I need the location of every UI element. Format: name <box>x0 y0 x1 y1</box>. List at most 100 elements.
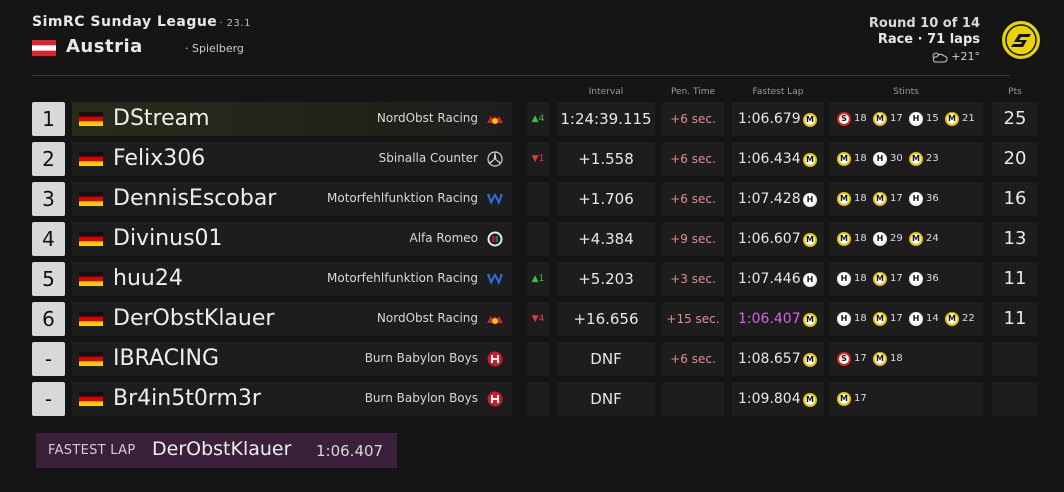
tyre-soft-icon: S <box>837 352 851 366</box>
stint-laps: 36 <box>926 193 939 204</box>
team-name: Alfa Romeo <box>409 231 479 245</box>
tyre-medium-icon: M <box>803 233 817 247</box>
team-name: Sbinalla Counter <box>378 151 478 165</box>
stint-laps: 29 <box>890 233 903 244</box>
tyre-medium-icon: M <box>803 153 817 167</box>
fastest-lap-cell: 1:06.434 M <box>732 142 824 176</box>
driver-name[interactable]: DStream <box>113 106 210 131</box>
penalty-cell: +15 sec. <box>662 302 724 336</box>
column-header-pts: Pts <box>1008 87 1022 97</box>
stint-laps: 17 <box>854 393 867 404</box>
penalty-cell: +3 sec. <box>662 262 724 296</box>
tyre-medium-icon: M <box>803 353 817 367</box>
stint-laps: 17 <box>890 273 903 284</box>
team-name: NordObst Racing <box>376 311 478 325</box>
position-box: 2 <box>32 142 65 176</box>
stint-laps: 18 <box>854 193 867 204</box>
stints-cell: M 17 <box>829 382 983 416</box>
position-box: 6 <box>32 302 65 336</box>
tyre-medium-icon: M <box>873 112 887 126</box>
position-box: 3 <box>32 182 65 216</box>
germany-flag-icon <box>79 112 103 126</box>
stints-cell: M 18 M 17 H 36 <box>829 182 983 216</box>
points-cell: 20 <box>992 142 1038 176</box>
williams-logo-icon <box>485 270 505 288</box>
team-name: Burn Babylon Boys <box>364 391 478 405</box>
tyre-soft-icon: S <box>837 112 851 126</box>
driver-name[interactable]: Felix306 <box>113 146 206 171</box>
table-row: 6 DerObstKlauer NordObst Racing ▼4 +16.656 +1… <box>32 302 1038 336</box>
fastest-lap-time: 1:07.428 <box>738 191 801 207</box>
driver-name[interactable]: Br4in5t0rm3r <box>113 386 261 411</box>
driver-name[interactable]: IBRACING <box>113 346 219 371</box>
track-name: · Spielberg <box>185 42 244 55</box>
interval-cell: DNF <box>557 382 655 416</box>
league-title: SimRC Sunday League · 23.1 <box>32 14 251 30</box>
fastest-lap-tyre: M <box>803 313 817 327</box>
driver-cell: huu24 Motorfehlfunktion Racing <box>72 262 512 296</box>
redbull-logo-icon <box>485 310 505 328</box>
tyre-hard-icon: H <box>873 232 887 246</box>
stint-laps: 17 <box>890 113 903 124</box>
points-cell: 25 <box>992 102 1038 136</box>
season-label: · 23.1 <box>219 18 251 29</box>
alfaromeo-logo-icon <box>485 230 505 248</box>
stint-laps: 24 <box>926 233 939 244</box>
fastest-lap-label: FASTEST LAP <box>48 443 136 458</box>
germany-flag-icon <box>79 192 103 206</box>
driver-name[interactable]: Divinus01 <box>113 226 223 251</box>
fastest-lap-banner: FASTEST LAP DerObstKlauer 1:06.407 <box>36 433 397 468</box>
league-logo-icon <box>1000 19 1042 61</box>
fastest-lap-tyre: H <box>803 273 817 287</box>
driver-cell: Divinus01 Alfa Romeo <box>72 222 512 256</box>
team-name: Burn Babylon Boys <box>364 351 478 365</box>
position-change <box>527 222 549 256</box>
tyre-medium-icon: M <box>803 393 817 407</box>
stint-laps: 18 <box>854 313 867 324</box>
weather-temp: +21° <box>951 50 980 63</box>
position-box: 4 <box>32 222 65 256</box>
fastest-lap-tyre: M <box>803 153 817 167</box>
tyre-medium-icon: M <box>803 113 817 127</box>
tyre-medium-icon: M <box>945 312 959 326</box>
fastest-lap-time: 1:09.804 <box>738 391 801 407</box>
fastest-lap-tyre: M <box>803 353 817 367</box>
tyre-hard-icon: H <box>803 193 817 207</box>
driver-cell: DerObstKlauer NordObst Racing <box>72 302 512 336</box>
driver-name[interactable]: DennisEscobar <box>113 186 277 211</box>
stint-laps: 23 <box>926 153 939 164</box>
race-label: Race · 71 laps <box>877 32 980 47</box>
points-cell: 16 <box>992 182 1038 216</box>
williams-logo-icon <box>485 190 505 208</box>
stint-laps: 18 <box>854 273 867 284</box>
round-label: Round 10 of 14 <box>868 16 980 31</box>
driver-name[interactable]: DerObstKlauer <box>113 306 275 331</box>
interval-cell: 1:24:39.115 <box>557 102 655 136</box>
position-box: 5 <box>32 262 65 296</box>
points-cell <box>992 382 1038 416</box>
stint-laps: 18 <box>854 113 867 124</box>
interval-cell: +1.558 <box>557 142 655 176</box>
stint-laps: 17 <box>854 353 867 364</box>
position-change <box>527 182 549 216</box>
team-name: NordObst Racing <box>376 111 478 125</box>
points-cell: 13 <box>992 222 1038 256</box>
tyre-medium-icon: M <box>837 152 851 166</box>
table-row: 1 DStream NordObst Racing ▲4 1:24:39.115 +6 s… <box>32 102 1038 136</box>
partly-cloudy-icon <box>932 52 948 63</box>
stint-laps: 18 <box>890 353 903 364</box>
fastest-lap-cell: 1:08.657 M <box>732 342 824 376</box>
position-box: - <box>32 382 65 416</box>
driver-cell: DennisEscobar Motorfehlfunktion Racing <box>72 182 512 216</box>
fastest-lap-tyre: M <box>803 233 817 247</box>
position-change: ▲4 <box>527 102 549 136</box>
table-row: - IBRACING Burn Babylon Boys DNF +6 sec. 1:08… <box>32 342 1038 376</box>
redbull-logo-icon <box>485 110 505 128</box>
stint-laps: 22 <box>962 313 975 324</box>
column-header-pen-time: Pen. Time <box>670 87 716 97</box>
fastest-lap-cell: 1:07.446 H <box>732 262 824 296</box>
country-name: Austria <box>66 36 143 57</box>
weather-info: +21° <box>930 50 980 63</box>
stint-laps: 18 <box>854 153 867 164</box>
driver-name[interactable]: huu24 <box>113 266 183 291</box>
